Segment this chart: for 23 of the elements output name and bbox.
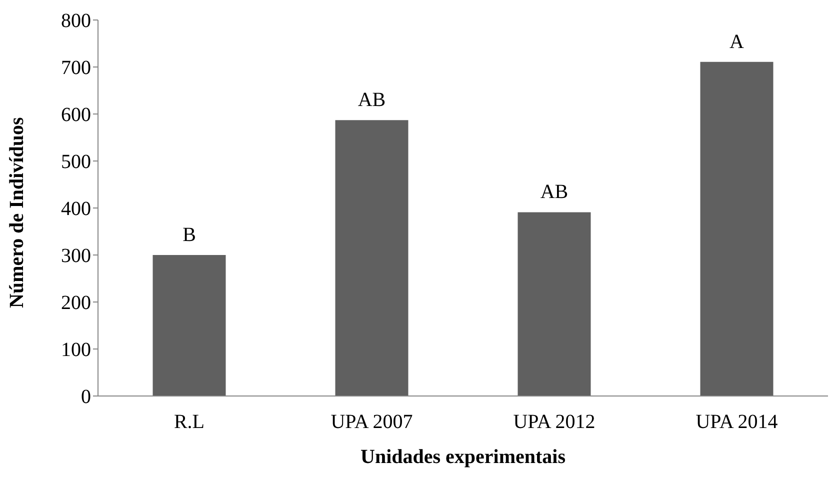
x-tick-label: UPA 2007 (330, 411, 413, 434)
annotation: B (182, 224, 196, 246)
y-tick-label: 100 (61, 339, 91, 362)
bar (700, 62, 774, 396)
y-tick-label: 600 (61, 104, 91, 126)
y-tick-label: 200 (61, 292, 91, 314)
y-axis-title: Número de Indivíduos (6, 116, 28, 308)
bar (335, 120, 408, 396)
y-tick-label: 700 (61, 57, 91, 80)
y-tick-label: 400 (61, 198, 91, 220)
bar (152, 255, 226, 396)
x-axis-title: Unidades experimentais (360, 446, 566, 468)
y-tick-label: 500 (61, 151, 91, 174)
x-tick-label: R.L (174, 411, 205, 434)
annotation: AB (540, 181, 568, 204)
annotation: A (730, 30, 745, 53)
annotation: AB (358, 89, 386, 112)
y-tick-label: 0 (81, 386, 91, 408)
x-tick-label: UPA 2014 (696, 411, 778, 434)
bar (518, 212, 591, 396)
y-tick-label: 300 (61, 245, 91, 268)
y-tick-label: 800 (61, 10, 91, 32)
x-tick-label: UPA 2012 (513, 411, 596, 434)
